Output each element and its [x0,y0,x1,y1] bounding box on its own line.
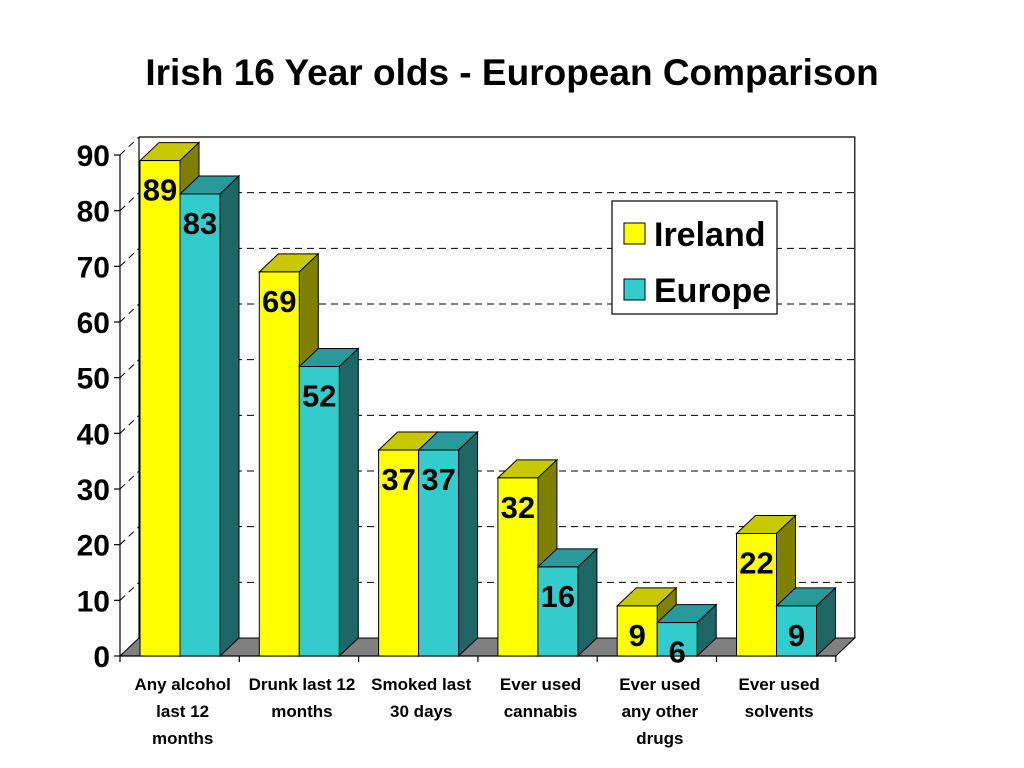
bar-front-face [616,605,658,657]
y-tick-label: 20 [77,530,110,563]
y-tick-label: 80 [77,196,110,229]
x-category-label: 30 days [390,702,452,721]
bar-front-face [537,566,579,657]
y-tick-label: 50 [77,363,110,396]
bar-europe [298,347,360,658]
legend-label-ireland: Ireland [654,216,765,254]
x-axis-labels: Any alcohol last 12 months Drunk last 12 mon… [134,675,819,748]
y-tick-label: 90 [77,140,110,173]
bar-europe [536,547,599,658]
bar-front-face [298,366,340,657]
y-tick-label: 70 [77,251,110,284]
data-label-ireland: 69 [262,284,296,319]
chart-title: Irish 16 Year olds - European Comparison [145,52,879,93]
gridline-side [119,192,140,212]
bar-europe [417,430,479,658]
gridline-side [119,303,140,323]
gridline-side [119,136,140,156]
legend-swatch-europe [623,278,646,301]
gridline-side [119,247,140,267]
bar-front-face [418,449,460,657]
gridline-side [119,470,140,490]
gridline-side [119,581,140,601]
x-category-label: Ever used [739,675,820,694]
gridline-side [119,414,140,434]
bar-side-face [219,174,240,658]
data-label-europe: 16 [541,579,575,614]
x-category-label: any other [622,702,699,721]
x-category-label: months [271,702,332,721]
x-category-label: Smoked last [371,675,471,694]
legend: Ireland Europe [611,200,778,315]
back-wall-edge [139,136,856,638]
data-label-ireland: 9 [629,618,646,653]
y-tick-label: 60 [77,307,110,340]
bar-front-face [258,271,300,657]
gridline-side [119,526,140,546]
bar-front-face [179,193,221,657]
data-label-europe: 37 [421,462,455,497]
x-category-label: Ever used [500,675,581,694]
data-label-europe: 9 [788,618,805,653]
data-label-ireland: 22 [739,546,773,581]
legend-label-europe: Europe [654,272,771,310]
data-label-europe: 6 [669,635,686,670]
y-tick-label: 40 [77,418,110,451]
bar-front-face [776,605,817,657]
gridline-side [119,359,140,379]
bar-front-face [378,449,420,657]
x-category-label: months [152,729,213,748]
x-category-label: solvents [745,702,814,721]
bars [138,141,837,658]
bar-europe [655,603,718,658]
legend-swatch-ireland [623,222,646,245]
bar-front-face [736,533,777,657]
data-label-ireland: 89 [143,173,177,208]
y-tick-label: 10 [77,585,110,618]
bar-front-face [497,477,539,657]
data-label-europe: 83 [183,206,217,241]
x-category-label: Drunk last 12 [249,675,356,694]
data-label-ireland: 32 [501,490,535,525]
x-category-label: Any alcohol [134,675,230,694]
y-tick-label: 30 [77,474,110,507]
bar-side-face [458,430,479,658]
x-category-label: drugs [636,729,683,748]
data-label-ireland: 37 [381,462,415,497]
bar-europe [178,174,241,658]
bar-europe [775,586,837,658]
x-category-label: Ever used [619,675,700,694]
x-category-label: cannabis [504,702,578,721]
bar-front-face [656,622,698,657]
gridlines [119,136,855,601]
y-tick-label: 0 [93,641,110,674]
axes: 0 10 20 30 40 50 60 70 80 90 [77,137,837,674]
data-label-europe: 52 [302,379,336,414]
x-category-label: last 12 [156,702,209,721]
bar-side-face [338,347,359,658]
bar-side-face [577,547,598,658]
bar-front-face [139,160,181,657]
